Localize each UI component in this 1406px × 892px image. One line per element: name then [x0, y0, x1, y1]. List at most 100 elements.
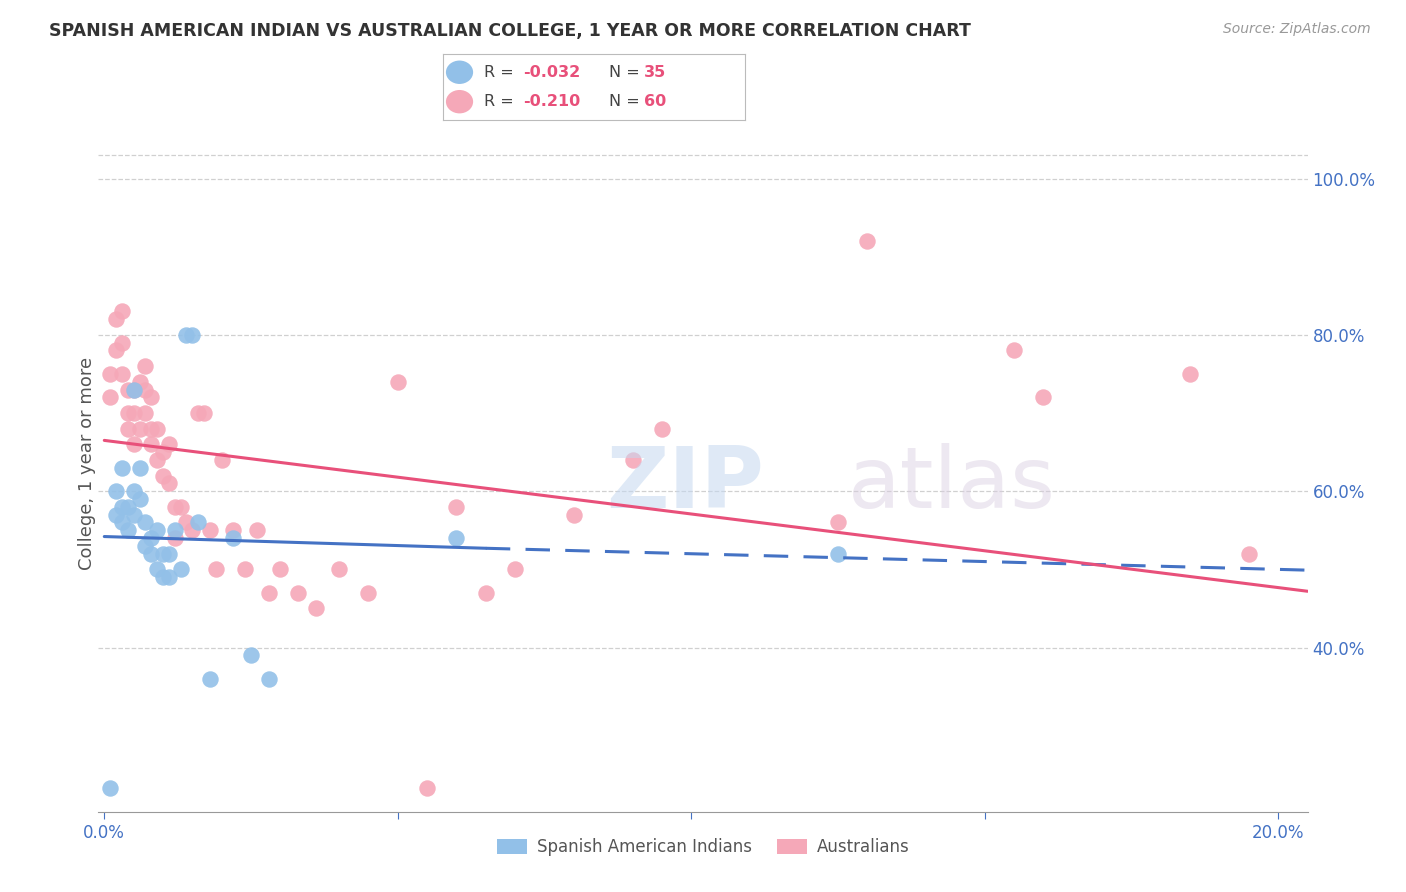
Point: [146, 422, 169, 436]
Text: ZIP: ZIP: [606, 443, 763, 526]
Point: [122, 508, 145, 522]
Point: [111, 304, 134, 318]
Point: [128, 491, 150, 506]
Point: [122, 383, 145, 397]
Y-axis label: College, 1 year or more: College, 1 year or more: [79, 358, 96, 570]
Text: 60: 60: [644, 95, 666, 109]
Point: [152, 468, 174, 483]
Point: [128, 460, 150, 475]
Point: [222, 523, 245, 537]
Point: [105, 508, 128, 522]
Point: [98, 781, 121, 796]
Point: [98, 367, 121, 381]
Point: [198, 523, 221, 537]
Point: [827, 547, 849, 561]
Point: [475, 586, 498, 600]
Point: [446, 531, 468, 545]
Point: [122, 484, 145, 499]
Point: [169, 562, 191, 576]
Point: [122, 383, 145, 397]
Point: [141, 531, 163, 545]
Text: -0.032: -0.032: [523, 65, 581, 79]
Point: [157, 570, 180, 584]
Point: [98, 391, 121, 405]
Point: [111, 367, 134, 381]
Point: [233, 562, 256, 576]
Point: [134, 516, 156, 530]
Point: [856, 234, 879, 248]
Point: [193, 406, 215, 420]
Point: [187, 516, 209, 530]
Point: [446, 500, 468, 514]
Point: [117, 383, 139, 397]
Point: [621, 453, 644, 467]
Point: [146, 523, 169, 537]
Point: [1237, 547, 1260, 561]
Point: [117, 422, 139, 436]
Point: [562, 508, 585, 522]
Point: [111, 500, 134, 514]
Point: [134, 539, 156, 553]
Point: [257, 672, 280, 686]
Point: [222, 531, 245, 545]
Point: [269, 562, 291, 576]
Point: [117, 523, 139, 537]
Point: [141, 437, 163, 451]
Point: [105, 484, 128, 499]
Point: [152, 570, 174, 584]
Text: 35: 35: [644, 65, 666, 79]
Point: [198, 672, 221, 686]
Point: [128, 422, 150, 436]
Point: [134, 359, 156, 373]
Point: [181, 523, 204, 537]
Point: [211, 453, 233, 467]
Point: [651, 422, 673, 436]
Point: [141, 547, 163, 561]
Point: [176, 516, 198, 530]
Point: [122, 437, 145, 451]
Point: [304, 601, 326, 615]
Point: [141, 422, 163, 436]
Point: [122, 406, 145, 420]
Point: [157, 547, 180, 561]
Point: [146, 453, 169, 467]
Point: [163, 523, 186, 537]
Text: N =: N =: [609, 95, 645, 109]
Point: [105, 312, 128, 326]
Point: [117, 500, 139, 514]
Point: [141, 391, 163, 405]
Point: [128, 375, 150, 389]
Point: [111, 460, 134, 475]
Text: R =: R =: [484, 65, 519, 79]
Point: [1032, 391, 1054, 405]
Text: Source: ZipAtlas.com: Source: ZipAtlas.com: [1223, 22, 1371, 37]
Ellipse shape: [446, 61, 472, 84]
Point: [204, 562, 226, 576]
Point: [169, 500, 191, 514]
Point: [152, 445, 174, 459]
Point: [111, 335, 134, 350]
Point: [328, 562, 350, 576]
Point: [152, 547, 174, 561]
Point: [146, 562, 169, 576]
Ellipse shape: [446, 90, 472, 113]
Point: [105, 343, 128, 358]
Point: [387, 375, 409, 389]
Point: [163, 531, 186, 545]
Point: [357, 586, 380, 600]
Point: [287, 586, 309, 600]
Point: [111, 516, 134, 530]
Point: [1180, 367, 1202, 381]
Text: R =: R =: [484, 95, 519, 109]
Text: SPANISH AMERICAN INDIAN VS AUSTRALIAN COLLEGE, 1 YEAR OR MORE CORRELATION CHART: SPANISH AMERICAN INDIAN VS AUSTRALIAN CO…: [49, 22, 972, 40]
Point: [240, 648, 263, 663]
Point: [117, 406, 139, 420]
Point: [503, 562, 526, 576]
Point: [134, 406, 156, 420]
Point: [134, 383, 156, 397]
Point: [176, 327, 198, 342]
Point: [257, 586, 280, 600]
Text: atlas: atlas: [848, 443, 1056, 526]
Text: N =: N =: [609, 65, 645, 79]
Legend: Spanish American Indians, Australians: Spanish American Indians, Australians: [489, 831, 917, 863]
